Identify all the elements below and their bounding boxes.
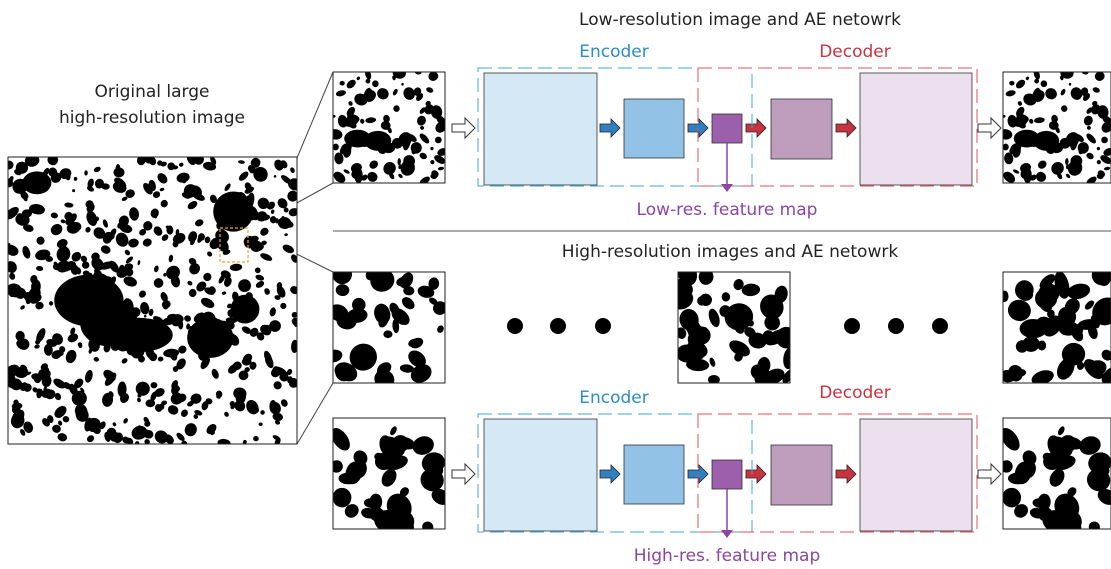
flow-arrow — [836, 119, 856, 137]
flow-arrow — [600, 465, 620, 483]
feature-map-label: Low-res. feature map — [637, 200, 818, 220]
decoder-layer — [860, 73, 972, 185]
diagram: Original large high-resolution image Low… — [0, 0, 1111, 569]
encoder-layer — [484, 73, 597, 185]
pore-cluster — [1033, 131, 1059, 151]
pore-cluster — [231, 295, 260, 324]
encoder-label: Encoder — [579, 388, 649, 408]
section-title: High-resolution images and AE netowrk — [562, 242, 899, 262]
feature-arrowhead — [721, 184, 733, 192]
pore-cluster — [22, 171, 51, 194]
pore-cluster — [213, 191, 253, 231]
pore — [116, 164, 121, 173]
feature-map-label: High-res. feature map — [634, 546, 821, 566]
pore-cluster — [187, 318, 233, 358]
dot — [595, 318, 611, 334]
zoom-line — [297, 383, 333, 444]
pore-cluster — [103, 318, 172, 352]
decoder-label: Decoder — [819, 42, 891, 62]
dot — [507, 318, 523, 334]
latent-layer — [712, 460, 742, 489]
encoder-layer — [484, 419, 597, 531]
flow-arrow — [452, 118, 475, 138]
encoder-layer — [624, 99, 684, 158]
encoder-label: Encoder — [579, 42, 649, 62]
decoder-layer — [860, 419, 972, 531]
flow-arrow — [600, 119, 620, 137]
flow-arrow — [746, 119, 766, 137]
encoder-layer — [624, 445, 684, 504]
flow-arrow — [836, 465, 856, 483]
decoder-label: Decoder — [819, 383, 891, 403]
zoom-line — [297, 72, 333, 158]
dot — [888, 318, 904, 334]
decoder-layer — [771, 99, 832, 159]
original-label: Original large — [94, 82, 209, 102]
decoder-layer — [771, 445, 832, 505]
feature-arrowhead — [721, 530, 733, 538]
latent-layer — [712, 114, 742, 143]
pore — [189, 289, 197, 297]
flow-arrow — [746, 465, 766, 483]
section-title: Low-resolution image and AE netowrk — [579, 10, 901, 30]
flow-arrow — [978, 118, 1001, 138]
pore-cluster — [364, 131, 391, 151]
dot — [932, 318, 948, 334]
dot — [550, 318, 566, 334]
dot — [844, 318, 860, 334]
pore — [352, 298, 366, 312]
flow-arrow — [978, 464, 1001, 484]
original-label: high-resolution image — [59, 108, 245, 128]
flow-arrow — [452, 464, 475, 484]
